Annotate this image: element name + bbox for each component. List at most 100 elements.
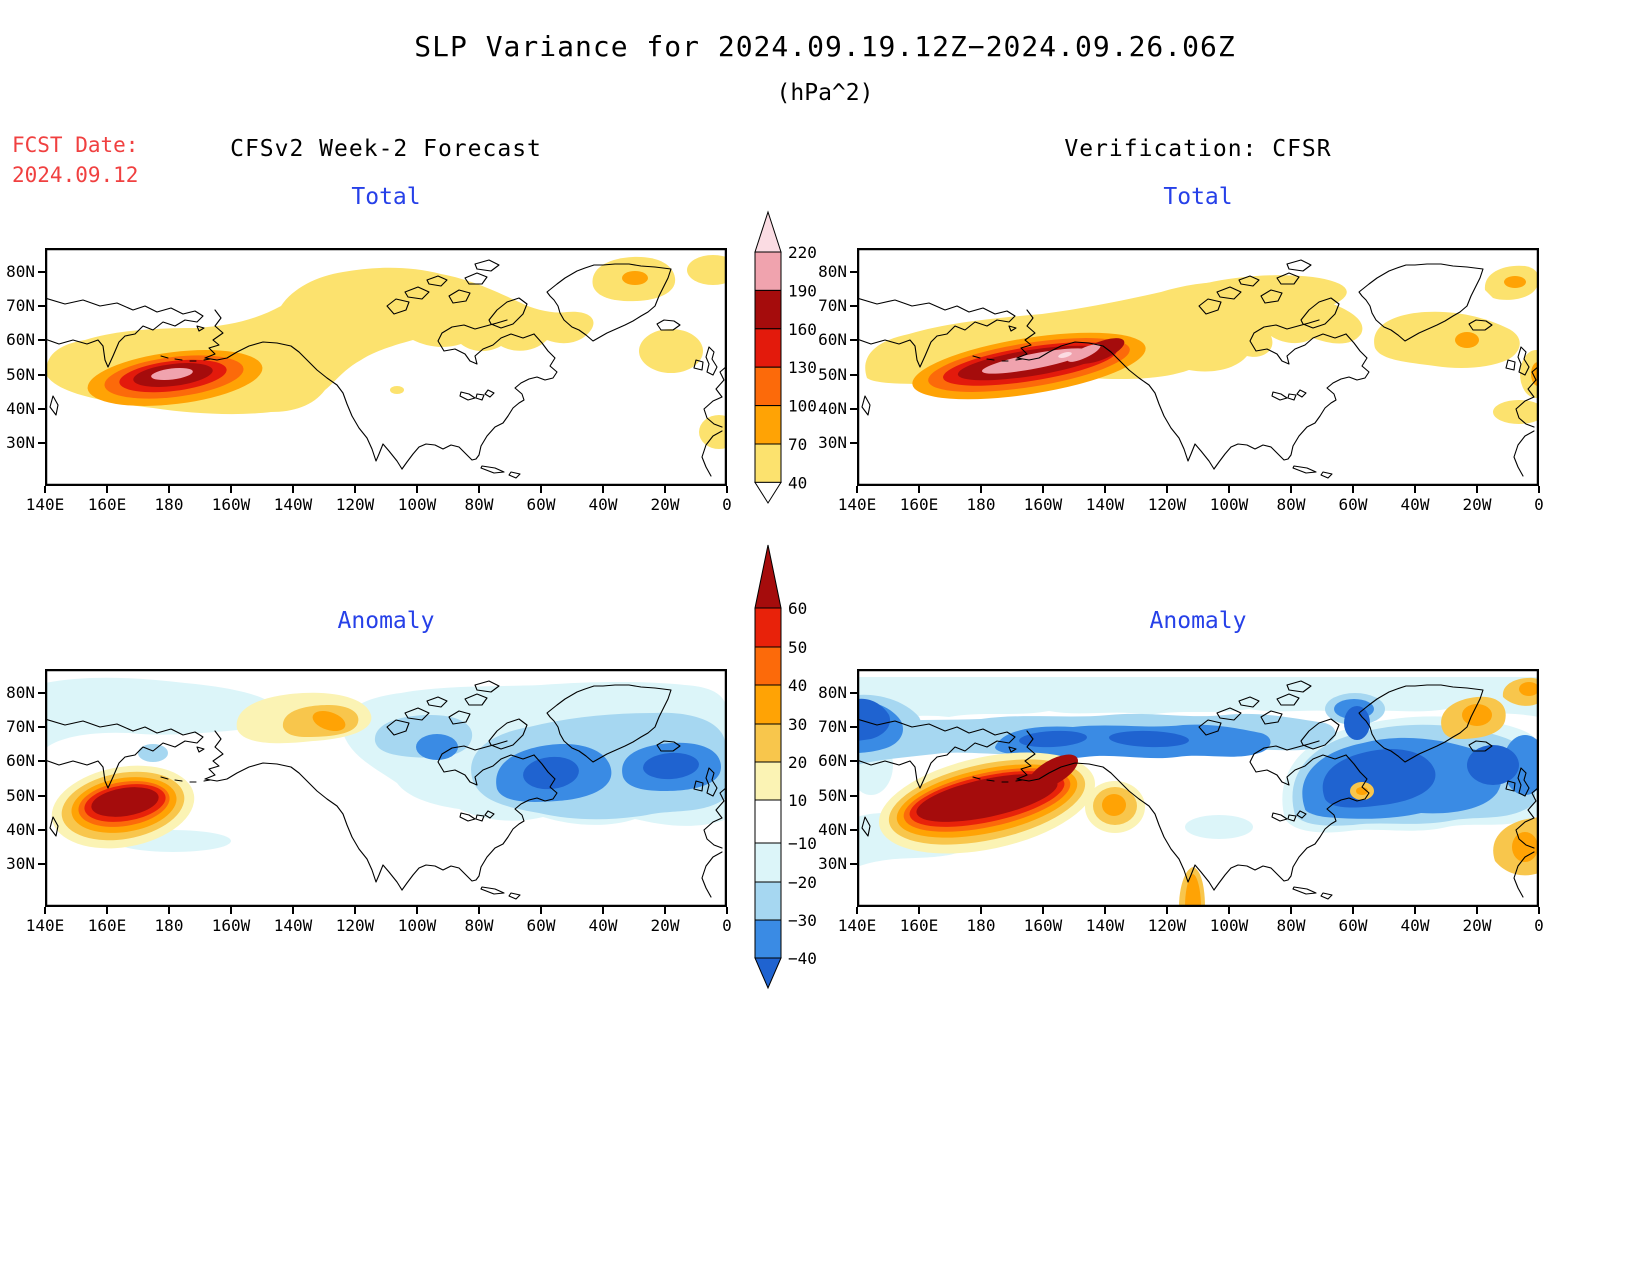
lon-tick bbox=[856, 486, 858, 493]
lat-label: 30N bbox=[818, 854, 847, 873]
lon-label: 140W bbox=[1085, 916, 1125, 935]
lon-tick bbox=[1476, 907, 1478, 914]
lat-tick bbox=[38, 691, 45, 694]
lon-tick bbox=[540, 486, 542, 493]
colorbar-segment bbox=[754, 761, 782, 801]
colorbar-tick-label: 50 bbox=[788, 638, 807, 657]
column-header-forecast: CFSv2 Week-2 Forecast bbox=[230, 136, 542, 162]
colorbar-tick-label: 160 bbox=[788, 320, 817, 339]
lat-label: 40N bbox=[818, 398, 847, 418]
lat-tick bbox=[38, 863, 45, 865]
lon-tick bbox=[44, 486, 46, 493]
lon-tick bbox=[106, 907, 108, 914]
lon-tick bbox=[726, 486, 728, 493]
panel-title-forecast-total: Total bbox=[351, 184, 421, 210]
lon-label: 140W bbox=[1085, 495, 1125, 514]
lon-label: 140E bbox=[837, 495, 877, 514]
lon-tick bbox=[1228, 486, 1230, 493]
lat-tick bbox=[38, 828, 45, 831]
lon-label: 80W bbox=[464, 916, 494, 935]
map-forecast-anomaly bbox=[44, 668, 728, 908]
panel-title-verification-total: Total bbox=[1163, 184, 1233, 210]
lat-tick bbox=[850, 691, 857, 694]
lat-label: 30N bbox=[6, 854, 35, 873]
lon-label: 160E bbox=[899, 916, 939, 935]
lat-label: 50N bbox=[818, 364, 847, 384]
lat-tick bbox=[850, 339, 857, 342]
lon-label: 60W bbox=[1338, 916, 1368, 935]
lon-label: 60W bbox=[1338, 495, 1368, 514]
lon-tick bbox=[602, 486, 604, 493]
colorbar-tick-label: 130 bbox=[788, 358, 817, 377]
lon-tick bbox=[1166, 486, 1168, 493]
colorbar-arrow-bottom bbox=[754, 957, 782, 990]
map-verification-total bbox=[856, 247, 1540, 487]
lon-label: 20W bbox=[1462, 495, 1492, 514]
lat-label: 80N bbox=[6, 682, 35, 702]
colorbar-tick-label: 100 bbox=[788, 397, 817, 416]
lon-label: 160E bbox=[899, 495, 939, 514]
cbar-anom-svg: 60 50 40 30 20 10 −10 −20 −30 −40 bbox=[754, 544, 817, 990]
lon-label: 180 bbox=[154, 495, 184, 514]
lon-tick bbox=[1166, 907, 1168, 914]
colorbar-total: 220 190 160 130 100 70 40 bbox=[748, 200, 858, 520]
lon-tick bbox=[1042, 486, 1044, 493]
lat-tick bbox=[850, 442, 857, 444]
lat-tick bbox=[850, 863, 857, 865]
lon-label: 160W bbox=[211, 916, 251, 935]
forecast-date-block: FCST Date: 2024.09.12 bbox=[12, 130, 138, 191]
lon-tick bbox=[856, 907, 858, 914]
colorbar-tick-label: 70 bbox=[788, 435, 807, 454]
colorbar-anomaly: 60 50 40 30 20 10 −10 −20 −30 −40 bbox=[748, 535, 858, 995]
lon-tick bbox=[540, 907, 542, 914]
lon-tick bbox=[1290, 907, 1292, 914]
lon-label: 100W bbox=[1209, 495, 1249, 514]
lon-label: 80W bbox=[1276, 495, 1306, 514]
map-verification-anomaly-svg bbox=[856, 668, 1540, 908]
lon-tick bbox=[44, 907, 46, 914]
lon-tick bbox=[980, 486, 982, 493]
lat-label: 60N bbox=[6, 751, 35, 771]
colorbar-segment bbox=[754, 684, 782, 725]
lat-label: 50N bbox=[6, 785, 35, 805]
lon-tick bbox=[1290, 486, 1292, 493]
lat-tick bbox=[38, 270, 45, 273]
lat-tick bbox=[850, 407, 857, 410]
lon-tick bbox=[168, 486, 170, 493]
colorbar-tick-label: 190 bbox=[788, 281, 817, 300]
lon-tick bbox=[602, 907, 604, 914]
lon-label: 20W bbox=[650, 916, 680, 935]
lat-label: 50N bbox=[818, 785, 847, 805]
lon-tick bbox=[106, 486, 108, 493]
lon-label: 180 bbox=[154, 916, 184, 935]
lon-tick bbox=[168, 907, 170, 914]
lat-label: 70N bbox=[6, 717, 35, 737]
lat-tick bbox=[38, 442, 45, 444]
lon-tick bbox=[1042, 907, 1044, 914]
lon-label: 60W bbox=[526, 916, 556, 935]
lon-label: 100W bbox=[1209, 916, 1249, 935]
colorbar-tick-label: −10 bbox=[788, 834, 817, 853]
lat-label: 70N bbox=[818, 296, 847, 316]
lon-label: 40W bbox=[588, 916, 618, 935]
cbar-total-svg: 220 190 160 130 100 70 40 bbox=[754, 210, 817, 504]
lat-label: 60N bbox=[818, 330, 847, 350]
lon-tick bbox=[292, 486, 294, 493]
lon-tick bbox=[664, 486, 666, 493]
lon-label: 120W bbox=[1147, 495, 1187, 514]
lat-label: 30N bbox=[6, 433, 35, 452]
panel-title-forecast-anomaly: Anomaly bbox=[337, 608, 435, 634]
lat-label: 40N bbox=[6, 398, 35, 418]
colorbar-tick-label: −20 bbox=[788, 873, 817, 892]
colorbar-tick-label: 60 bbox=[788, 599, 807, 618]
lon-label: 80W bbox=[464, 495, 494, 514]
lon-label: 20W bbox=[1462, 916, 1492, 935]
lat-tick bbox=[850, 270, 857, 273]
lon-tick bbox=[980, 907, 982, 914]
colorbar-segment bbox=[754, 328, 782, 368]
colorbar-tick-label: −30 bbox=[788, 911, 817, 930]
lon-label: 120W bbox=[335, 916, 375, 935]
lon-tick bbox=[1352, 907, 1354, 914]
figure-title: SLP Variance for 2024.09.19.12Z−2024.09.… bbox=[414, 30, 1236, 63]
